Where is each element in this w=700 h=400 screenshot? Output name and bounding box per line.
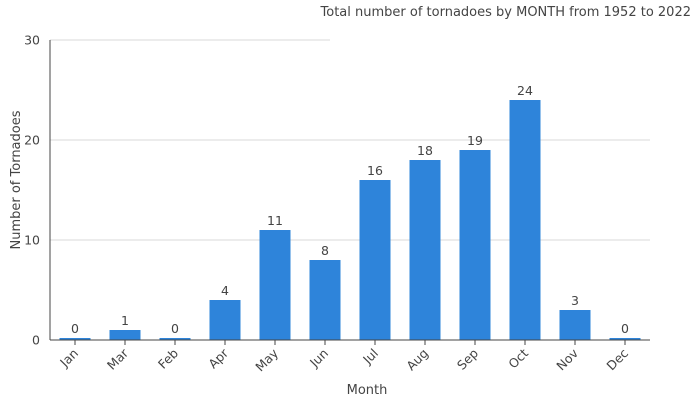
chart-title: Total number of tornadoes by MONTH from … (320, 5, 691, 20)
y-axis-ticks: 0 10 20 30 (24, 33, 40, 348)
x-tick-label: Mar (104, 345, 132, 373)
x-tick-label: Jan (56, 346, 81, 371)
y-tick-label: 0 (32, 333, 40, 348)
y-tick-label: 30 (24, 33, 40, 48)
bar-value-label: 18 (417, 143, 433, 158)
bar-value-label: 0 (71, 321, 79, 336)
bar-value-label: 16 (367, 163, 383, 178)
x-tick-label: Nov (553, 345, 581, 373)
bar (359, 180, 391, 340)
bar-value-label: 19 (467, 133, 483, 148)
bar (159, 338, 191, 340)
bar (559, 310, 591, 340)
bar (259, 230, 291, 340)
x-axis-title: Month (347, 383, 388, 398)
x-tick-label: Jul (359, 346, 381, 368)
x-tick-label: Dec (603, 345, 631, 373)
x-tick-label: May (252, 345, 281, 374)
x-tick-label: Jun (306, 346, 331, 371)
x-tick-label: Sep (454, 345, 481, 372)
bar-value-label: 11 (267, 213, 283, 228)
x-axis-ticks: Jan Mar Feb Apr May Jun Jul Aug Sep Oct Nov Dec (56, 340, 631, 374)
bar-value-label: 4 (221, 283, 229, 298)
y-tick-label: 20 (24, 133, 40, 148)
data-labels: 0 1 0 4 11 8 16 18 19 24 3 0 (71, 83, 629, 336)
bar (609, 338, 641, 340)
y-tick-label: 10 (24, 233, 40, 248)
x-tick-label: Aug (403, 346, 431, 374)
bar-value-label: 24 (517, 83, 533, 98)
bars (59, 100, 641, 340)
bar (459, 150, 491, 340)
bar-value-label: 1 (121, 313, 129, 328)
bar (409, 160, 441, 340)
bar (509, 100, 541, 340)
grid-lines (50, 39, 650, 241)
bar-value-label: 8 (321, 243, 329, 258)
x-tick-label: Apr (205, 345, 232, 372)
bar (209, 300, 241, 340)
y-axis-title: Number of Tornadoes (9, 110, 24, 249)
x-tick-label: Feb (155, 345, 181, 371)
bar (59, 338, 91, 340)
bar (309, 260, 341, 340)
x-tick-label: Oct (505, 345, 531, 371)
bar-value-label: 3 (571, 293, 579, 308)
bar-value-label: 0 (171, 321, 179, 336)
bar-value-label: 0 (621, 321, 629, 336)
bar (109, 330, 141, 340)
